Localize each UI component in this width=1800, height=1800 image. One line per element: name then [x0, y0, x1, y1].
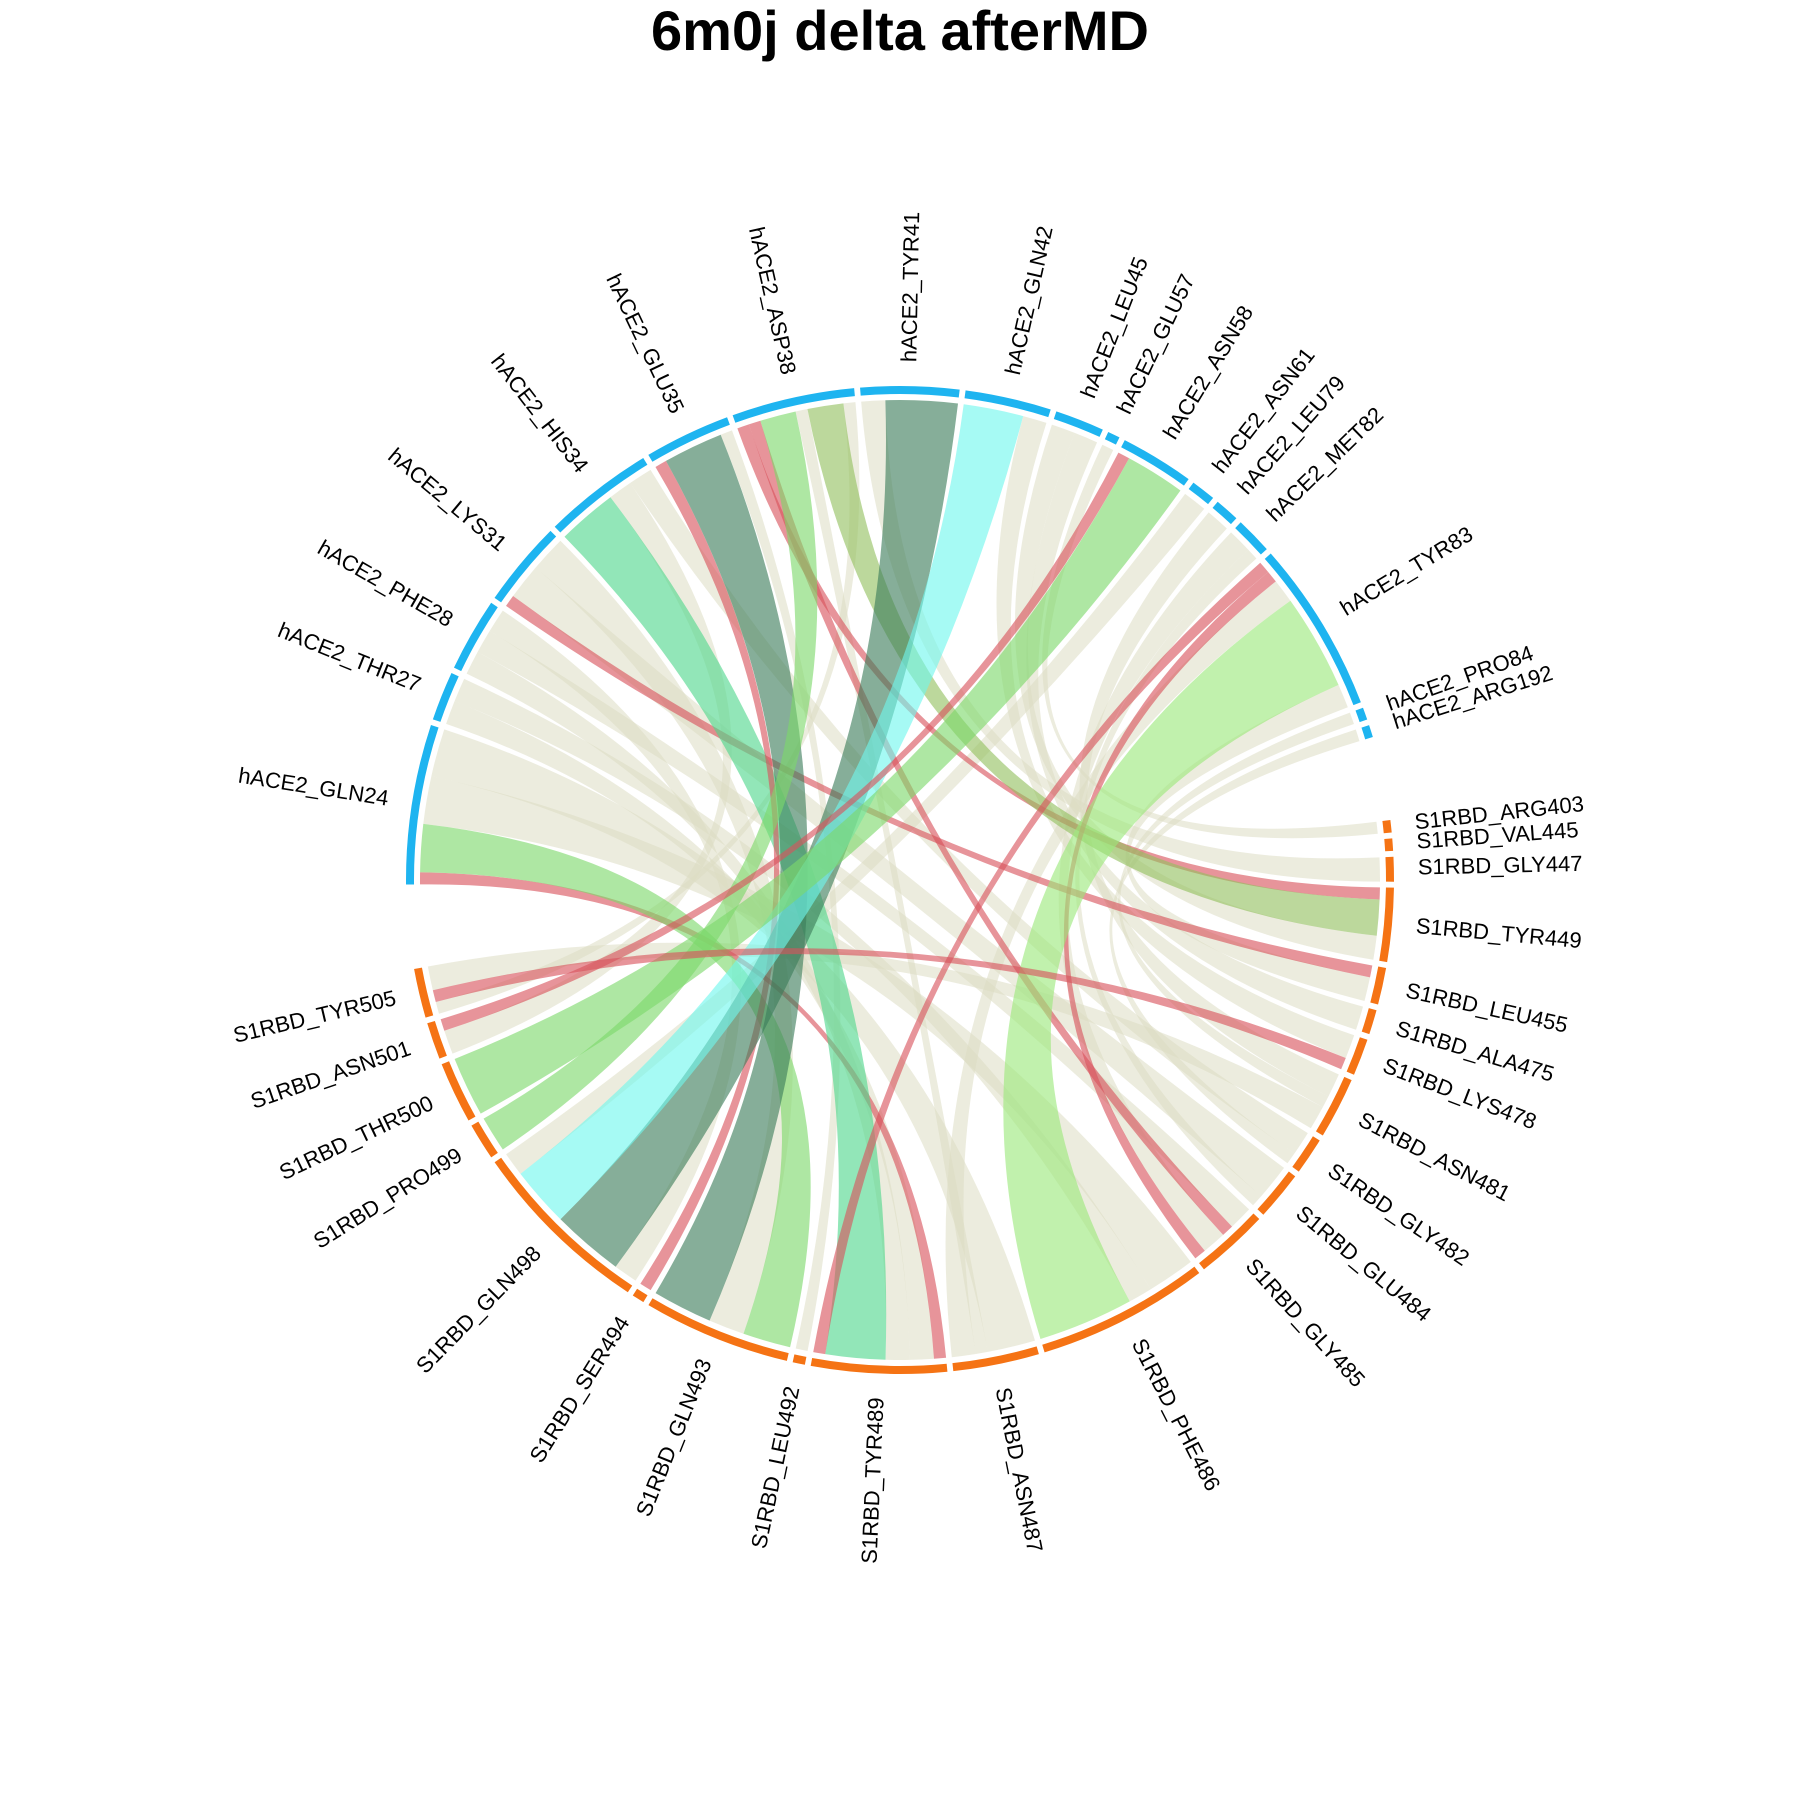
sector-arc-hace2_asp38: [732, 388, 855, 423]
sector-arc-hace2_leu79: [1212, 501, 1237, 525]
sector-arc-s1rbd_gln493: [648, 1298, 789, 1361]
ribbon-hace2_met82-to-s1rbd_gly485: [1058, 532, 1249, 1251]
sector-label-hace2_gln24: hACE2_GLN24: [237, 763, 391, 811]
sector-arc-s1rbd_tyr449: [1379, 887, 1394, 963]
sector-arc-hace2_arg192: [1361, 725, 1373, 740]
sector-label-s1rbd_phe486: S1RBD_PHE486: [1127, 1334, 1226, 1494]
sector-arc-hace2_pro84: [1355, 707, 1368, 723]
ribbon-hace2_glu35-to-s1rbd_gln493: [655, 434, 808, 1321]
ribbon-hace2_leu45-to-s1rbd_ala475: [1026, 432, 1364, 1030]
sector-label-s1rbd_tyr489: S1RBD_TYR489: [857, 1397, 889, 1564]
sector-label-s1rbd_leu492: S1RBD_LEU492: [746, 1384, 804, 1551]
sector-arc-s1rbd_gly482: [1292, 1136, 1320, 1172]
sector-label-s1rbd_ser494: S1RBD_SER494: [524, 1312, 634, 1467]
ribbon-hace2_asn58-to-s1rbd_thr500: [454, 458, 1181, 1114]
sector-arc-s1rbd_phe486: [1042, 1266, 1200, 1353]
ribbon-hace2_gln42-to-s1rbd_gln498: [520, 404, 1024, 1220]
sector-label-s1rbd_gly447: S1RBD_GLY447: [1418, 851, 1583, 880]
sector-arc-s1rbd_val445: [1384, 838, 1394, 852]
ribbon-s1rbd_tyr505-to-s1rbd_asn481: [427, 942, 1323, 1129]
sector-arc-s1rbd_ala475: [1361, 1008, 1377, 1035]
sector-arc-hace2_his34: [554, 457, 648, 533]
sector-arc-hace2_leu45: [1053, 411, 1103, 437]
sector-label-hace2_lys31: hACE2_LYS31: [383, 443, 511, 556]
sector-arc-s1rbd_leu492: [792, 1354, 807, 1365]
ribbon-hace2_tyr41-to-s1rbd_gln498: [560, 399, 959, 1267]
sector-arc-hace2_met82: [1235, 522, 1267, 555]
sector-arc-s1rbd_tyr489: [810, 1357, 948, 1374]
sector-arc-s1rbd_asn501: [427, 1020, 447, 1059]
chart-title: 6m0j delta afterMD: [651, 0, 1149, 62]
ribbon-hace2_leu45-to-s1rbd_tyr449: [1015, 424, 1377, 960]
sector-label-hace2_tyr41: hACE2_TYR41: [896, 211, 924, 362]
sector-label-hace2_tyr83: hACE2_TYR83: [1336, 521, 1478, 620]
sector-label-hace2_thr27: hACE2_THR27: [275, 617, 425, 697]
sector-label-hace2_gln42: hACE2_GLN42: [1000, 224, 1058, 377]
sector-arc-hace2_gln42: [964, 390, 1051, 418]
sector-arc-s1rbd_thr500: [441, 1061, 476, 1121]
ribbon-hace2_his34-to-s1rbd_tyr489: [564, 497, 887, 1360]
ribbon-hace2_asn61-to-s1rbd_gln498: [506, 493, 1205, 1174]
sector-arc-s1rbd_tyr505: [414, 967, 434, 1018]
sector-arc-s1rbd_gly485: [1199, 1213, 1260, 1270]
sector-label-hace2_asp38: hACE2_ASP38: [744, 224, 801, 376]
ribbon-hace2_tyr83-to-s1rbd_leu455: [1125, 684, 1371, 1002]
sector-arc-hace2_thr27: [432, 673, 459, 722]
sector-arc-hace2_glu57: [1104, 432, 1120, 445]
ribbon-hace2_gln24-to-s1rbd_phe486: [423, 776, 1191, 1290]
sector-arc-hace2_asn58: [1121, 440, 1189, 486]
sector-arc-s1rbd_asn481: [1315, 1076, 1352, 1136]
sector-arc-hace2_lys31: [494, 530, 557, 603]
chord-ribbons: [420, 399, 1380, 1361]
sector-arc-s1rbd_ser494: [632, 1288, 648, 1303]
sector-label-hace2_phe28: hACE2_PHE28: [314, 535, 458, 632]
sector-arc-hace2_glu35: [648, 417, 730, 462]
sector-label-hace2_glu35: hACE2_GLU35: [601, 270, 689, 418]
ribbon-hace2_phe28-to-s1rbd_gly485: [477, 630, 1250, 1227]
sector-arc-s1rbd_asn487: [952, 1346, 1039, 1372]
sector-arc-s1rbd_leu455: [1370, 966, 1387, 1005]
sector-label-s1rbd_asn501: S1RBD_ASN501: [247, 1036, 414, 1114]
sector-arc-s1rbd_lys478: [1346, 1037, 1368, 1075]
sector-label-s1rbd_gly485: S1RBD_GLY485: [1241, 1253, 1370, 1392]
sector-arc-hace2_tyr83: [1264, 553, 1361, 706]
sector-label-s1rbd_tyr449: S1RBD_TYR449: [1415, 913, 1583, 953]
sector-arc-s1rbd_pro499: [471, 1121, 498, 1158]
sector-arc-hace2_asn61: [1188, 482, 1214, 505]
sector-arc-s1rbd_glu484: [1257, 1171, 1296, 1215]
sector-label-s1rbd_gln493: S1RBD_GLN493: [631, 1355, 717, 1520]
sector-arc-s1rbd_gly447: [1385, 856, 1395, 882]
ribbon-hace2_asp38-to-s1rbd_asn487: [795, 409, 988, 1354]
sector-arcs: [406, 386, 1395, 1374]
sector-label-hace2_his34: hACE2_HIS34: [486, 349, 594, 477]
ribbon-hace2_leu79-to-s1rbd_asn481: [1079, 512, 1339, 1097]
sector-arc-s1rbd_arg403: [1382, 820, 1392, 834]
sector-arc-hace2_gln24: [406, 724, 439, 885]
sector-label-s1rbd_gln498: S1RBD_GLN498: [411, 1241, 546, 1378]
ribbon-hace2_phe28-to-s1rbd_tyr489: [466, 652, 910, 1361]
ribbon-hace2_tyr83-to-s1rbd_phe486: [1003, 600, 1339, 1339]
sector-label-s1rbd_asn487: S1RBD_ASN487: [991, 1385, 1048, 1554]
sector-arc-s1rbd_gln498: [494, 1157, 633, 1293]
sector-label-s1rbd_tyr505: S1RBD_TYR505: [231, 985, 399, 1048]
sector-arc-hace2_phe28: [453, 602, 498, 672]
ribbon-hace2_glu35-to-s1rbd_ser494: [640, 460, 780, 1291]
sector-arc-hace2_tyr41: [860, 386, 960, 398]
